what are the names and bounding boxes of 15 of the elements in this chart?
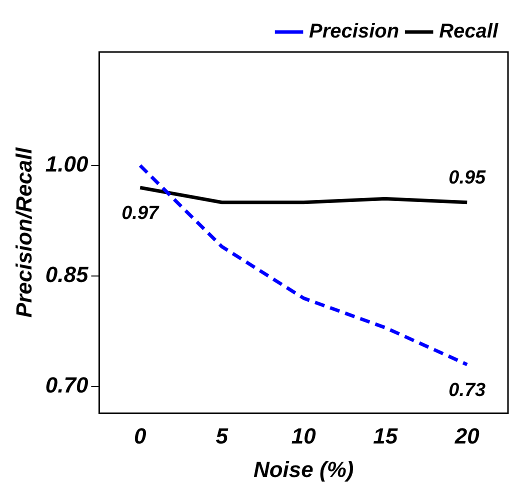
y-tick-label: 0.85 [45, 262, 89, 288]
legend-label: Recall [439, 20, 498, 43]
x-tick-label: 10 [291, 423, 317, 448]
y-axis-title: Precision/Recall [11, 146, 36, 318]
y-tick-label: 0.70 [45, 372, 89, 398]
x-tick-label: 0 [134, 423, 147, 448]
x-axis-title: Noise (%) [253, 456, 354, 482]
legend-label: Precision [309, 20, 400, 43]
y-tick-label: 1.00 [45, 152, 89, 177]
data-label: 0.97 [122, 202, 160, 224]
x-tick-label: 15 [373, 423, 398, 448]
x-tick-label: 5 [216, 423, 229, 448]
x-tick-label: 20 [454, 423, 480, 448]
data-label: 0.95 [448, 168, 486, 189]
data-label: 0.73 [448, 380, 486, 401]
